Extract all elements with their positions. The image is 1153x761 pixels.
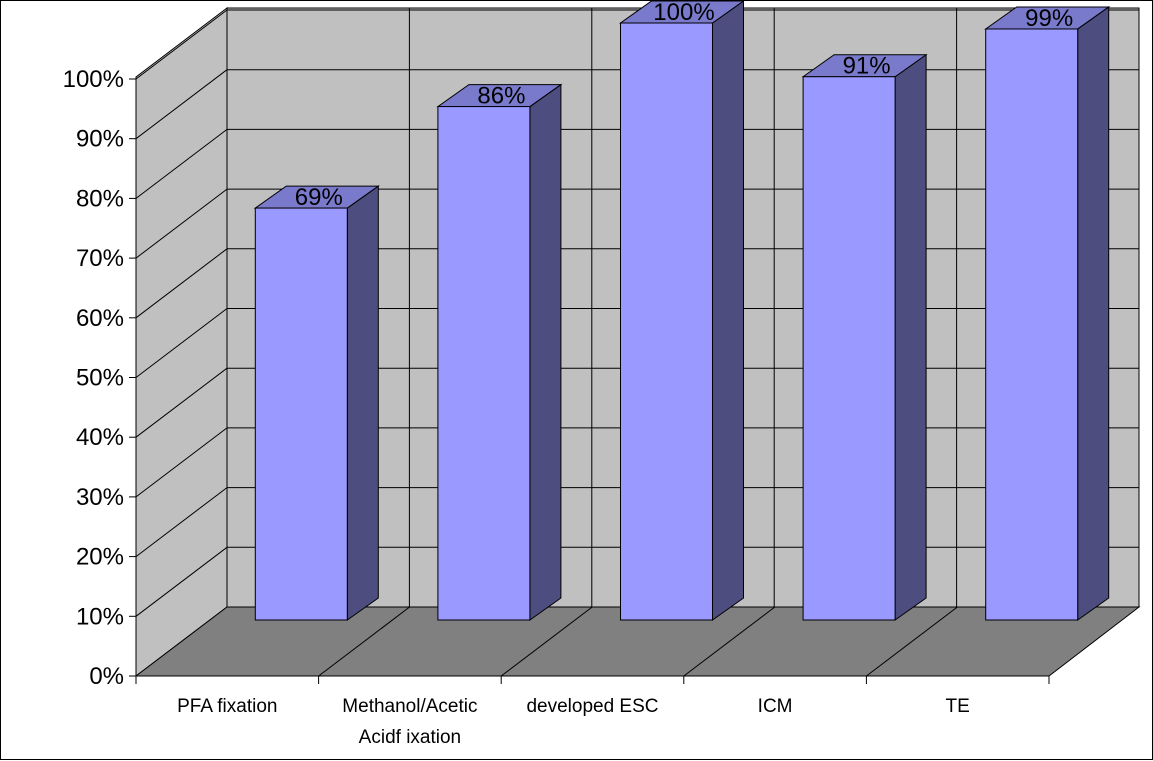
bar-front — [985, 28, 1079, 621]
side-wall — [135, 6, 228, 678]
x-category-label: ICM — [758, 696, 793, 717]
y-tick-label: 0% — [89, 663, 124, 690]
y-tick-label: 70% — [76, 245, 124, 272]
floor-divider — [500, 606, 593, 677]
bar-side — [346, 185, 379, 621]
y-tick-label: 20% — [76, 544, 124, 571]
y-tick-label: 80% — [76, 185, 124, 212]
bar-front — [437, 106, 531, 621]
floor-divider — [318, 606, 410, 677]
side-gridline — [135, 367, 228, 438]
bar-front — [620, 22, 713, 621]
y-tick-label: 40% — [76, 424, 124, 451]
data-label: 100% — [653, 1, 714, 26]
x-category-label: PFA fixation — [177, 696, 277, 717]
bar-side — [894, 53, 927, 621]
side-gridline — [135, 69, 228, 140]
y-tick-label: 60% — [76, 305, 124, 332]
data-label: 91% — [843, 53, 891, 80]
bar-front — [802, 76, 896, 621]
bar-3 — [618, 1, 745, 621]
side-gridline — [135, 129, 228, 199]
bar-2 — [436, 83, 563, 621]
y-tick-label: 90% — [76, 126, 124, 153]
y-tick-label: 10% — [76, 603, 124, 630]
side-gridline — [135, 9, 228, 80]
bar-side — [529, 83, 562, 621]
y-tick-label: 50% — [76, 365, 124, 392]
floor-divider — [683, 606, 776, 677]
x-category-label: developed ESC — [526, 696, 658, 717]
bar-side — [1077, 6, 1110, 621]
side-gridline — [135, 248, 228, 319]
x-category-label: Methanol/Acetic — [342, 696, 477, 717]
bar-1 — [253, 185, 380, 621]
y-tick-label: 30% — [76, 484, 124, 511]
chart-bars — [253, 1, 1111, 621]
y-tick-label: 100% — [63, 66, 124, 93]
data-label: 69% — [295, 184, 343, 211]
bar-4 — [801, 53, 928, 621]
side-gridline — [135, 546, 228, 617]
side-gridline — [135, 308, 228, 378]
data-label: 99% — [1025, 5, 1073, 32]
bar-side — [712, 1, 744, 621]
data-label: 86% — [477, 83, 525, 110]
side-gridline — [135, 188, 228, 259]
side-gridline — [135, 487, 228, 557]
floor-divider — [866, 606, 958, 677]
x-category-label: Acidf ixation — [359, 727, 461, 748]
bar-5 — [984, 6, 1111, 621]
bar-front — [254, 207, 348, 621]
side-gridline — [135, 427, 228, 498]
x-category-label: TE — [946, 696, 970, 717]
chart-labels: 69% 86% 100% 91% 99% 0% 10% 20% 30% 40% 50% 60% 70% 8… — [63, 1, 1074, 748]
chart-axes — [129, 78, 1050, 684]
